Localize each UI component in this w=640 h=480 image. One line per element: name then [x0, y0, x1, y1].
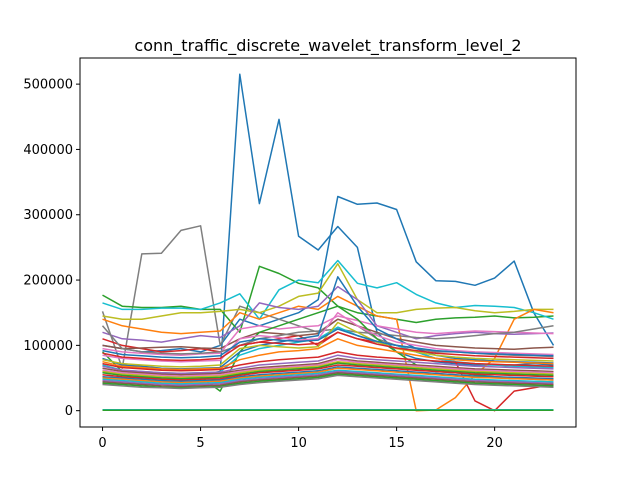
chart-title: conn_traffic_discrete_wavelet_transform_… [134, 36, 521, 56]
series-line-18 [102, 357, 554, 376]
series-line-8 [102, 285, 554, 343]
series-line-25 [102, 369, 554, 385]
series-line-33 [102, 328, 554, 359]
y-tick-label: 200000 [23, 274, 73, 289]
series-line-27 [102, 372, 554, 388]
y-axis: 0 100000 200000 300000 400000 500000 [23, 78, 80, 419]
series-line-5 [102, 262, 554, 320]
series-line-17 [102, 354, 554, 375]
series-line-26 [102, 370, 554, 386]
series-line-24 [102, 367, 554, 384]
x-tick-label: 5 [196, 436, 204, 451]
series-line-10 [102, 315, 554, 356]
y-tick-label: 300000 [23, 208, 73, 223]
y-tick-label: 100000 [23, 339, 73, 354]
x-tick-label: 20 [486, 436, 503, 451]
series-line-16 [102, 351, 554, 372]
series-line-4 [102, 259, 554, 320]
series-line-1 [102, 195, 555, 353]
series-line-22 [102, 364, 554, 381]
series-line-30 [102, 311, 554, 363]
series-line-32 [102, 331, 554, 362]
series-line-7 [102, 331, 554, 412]
series-layer [101, 73, 555, 412]
series-line-20 [102, 360, 554, 379]
series-line-21 [102, 362, 554, 380]
x-tick-label: 15 [388, 436, 405, 451]
series-line-15 [102, 338, 554, 371]
series-line-23 [102, 366, 554, 383]
series-line-29 [102, 374, 554, 390]
x-tick-label: 0 [98, 436, 106, 451]
y-tick-label: 0 [65, 404, 73, 419]
series-line-19 [102, 358, 554, 377]
x-axis: 0 5 10 15 20 [98, 427, 503, 451]
series-line-12 [101, 325, 554, 355]
y-tick-label: 400000 [23, 143, 73, 158]
plot-frame [79, 57, 577, 428]
y-tick-label: 500000 [23, 78, 73, 93]
x-tick-label: 10 [290, 436, 307, 451]
